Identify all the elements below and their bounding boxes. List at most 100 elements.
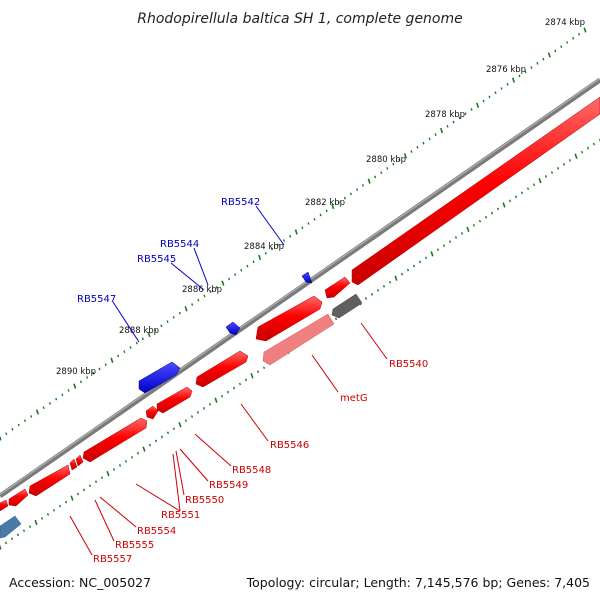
tick-mark: [94, 480, 98, 484]
tick-mark: [430, 251, 434, 257]
gene-label-RB5544[interactable]: RB5544: [160, 239, 199, 250]
tick-mark: [428, 137, 431, 141]
tick-mark: [112, 468, 116, 471]
tick-mark: [160, 435, 164, 439]
gene-label-RB5550[interactable]: RB5550: [185, 495, 224, 506]
tick-mark: [283, 239, 286, 242]
tick-mark: [388, 280, 392, 284]
gene-label-RB5551[interactable]: RB5551: [161, 510, 200, 521]
gene-RB5549-feature[interactable]: [145, 405, 159, 420]
tick-mark: [240, 268, 243, 272]
tick-mark: [406, 268, 410, 272]
gene-RB5548-feature[interactable]: [156, 386, 193, 414]
tick-mark: [560, 45, 563, 49]
gene-label-RB5546[interactable]: RB5546: [270, 440, 309, 451]
tick-mark: [110, 357, 114, 363]
tick-mark: [17, 423, 20, 427]
tick-mark: [586, 146, 590, 150]
tick-mark: [100, 476, 104, 480]
gene-RB5551-feature[interactable]: [75, 454, 84, 467]
gene-label-RB5547[interactable]: RB5547: [77, 294, 116, 305]
gene-label-RB5542[interactable]: RB5542: [221, 197, 260, 208]
tick-mark: [262, 366, 266, 370]
gene-metG-light-feature[interactable]: [262, 313, 335, 366]
tick-mark: [448, 240, 452, 243]
tick-mark: [478, 219, 482, 223]
gene-large-feature-2[interactable]: [324, 276, 351, 299]
tick-mark: [28, 525, 32, 528]
tick-mark: [374, 175, 377, 179]
gene-RB5546-feature[interactable]: [195, 350, 249, 388]
tick-mark: [572, 36, 575, 40]
tick-mark: [154, 439, 158, 443]
tick-mark: [42, 406, 45, 410]
tick-mark: [226, 390, 230, 394]
tick-mark: [92, 371, 95, 375]
tick-mark: [52, 508, 56, 512]
gene-label-RB5548[interactable]: RB5548: [232, 465, 271, 476]
tick-mark: [124, 460, 128, 463]
tick-mark: [142, 446, 146, 452]
tick-mark: [452, 120, 455, 124]
tick-mark: [197, 298, 200, 302]
kbp-label: 2884 kbp: [244, 242, 284, 252]
gene-RB5550-feature[interactable]: [82, 417, 148, 463]
gene-RB5544-feature[interactable]: [225, 321, 241, 336]
tick-mark: [5, 432, 8, 436]
tick-mark: [454, 236, 458, 239]
tick-mark: [410, 150, 413, 153]
gene-RB5557-feature[interactable]: [8, 488, 29, 507]
gene-steelblue-feature[interactable]: [0, 515, 22, 539]
tick-mark: [70, 495, 74, 501]
kbp-label: 2882 kbp: [305, 198, 345, 208]
tick-mark: [23, 419, 26, 423]
tick-mark: [16, 533, 20, 537]
gene-RB5554-feature[interactable]: [69, 458, 78, 471]
gene-label-RB5555[interactable]: RB5555: [115, 540, 154, 551]
tick-mark: [264, 251, 267, 255]
gene-RB5540-feature[interactable]: [351, 96, 600, 286]
gene-metG-feature[interactable]: [255, 295, 323, 342]
gene-label-RB5545[interactable]: RB5545: [137, 254, 176, 265]
tick-mark: [482, 99, 485, 103]
tick-mark: [356, 188, 359, 191]
tick-mark: [530, 66, 533, 69]
tick-mark: [301, 226, 304, 230]
tick-mark: [580, 150, 584, 154]
gene-RB5547-feature[interactable]: [138, 361, 181, 394]
tick-mark: [215, 286, 218, 289]
tick-mark: [234, 273, 237, 276]
tick-mark: [476, 102, 480, 108]
tick-mark: [313, 217, 316, 221]
gene-label-metG[interactable]: metG: [340, 393, 368, 404]
tick-mark: [196, 411, 200, 414]
tick-mark: [424, 256, 428, 260]
tick-mark: [434, 133, 437, 137]
gene-RB5555-feature[interactable]: [28, 464, 71, 497]
gene-label-RB5554[interactable]: RB5554: [137, 526, 176, 537]
tick-mark: [256, 370, 260, 374]
tick-mark: [578, 32, 581, 36]
tick-mark: [536, 62, 539, 65]
tick-mark: [418, 260, 422, 264]
tick-mark: [98, 367, 101, 371]
gene-label-RB5540[interactable]: RB5540: [389, 359, 428, 370]
kbp-label: 2886 kbp: [182, 285, 222, 295]
tick-mark: [172, 315, 175, 319]
tick-mark: [123, 350, 126, 354]
gene-label-RB5557[interactable]: RB5557: [93, 554, 132, 565]
gene-edge-feature[interactable]: [0, 499, 9, 512]
gene-label-RB5549[interactable]: RB5549: [209, 480, 248, 491]
tick-mark: [524, 70, 527, 74]
tick-mark: [494, 91, 497, 95]
gene-RB5542-feature[interactable]: [301, 271, 313, 284]
tick-mark: [48, 402, 51, 405]
tick-mark: [488, 95, 491, 99]
tick-mark: [117, 354, 120, 358]
gene-RB5540-grey-feature[interactable]: [331, 293, 363, 319]
tick-mark: [506, 82, 509, 86]
tick-mark: [141, 337, 144, 341]
tick-mark: [220, 394, 224, 398]
tick-mark: [337, 200, 340, 204]
tick-mark: [270, 247, 273, 251]
